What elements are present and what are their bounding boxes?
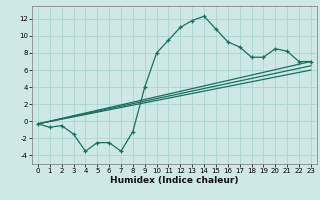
X-axis label: Humidex (Indice chaleur): Humidex (Indice chaleur) (110, 176, 239, 185)
